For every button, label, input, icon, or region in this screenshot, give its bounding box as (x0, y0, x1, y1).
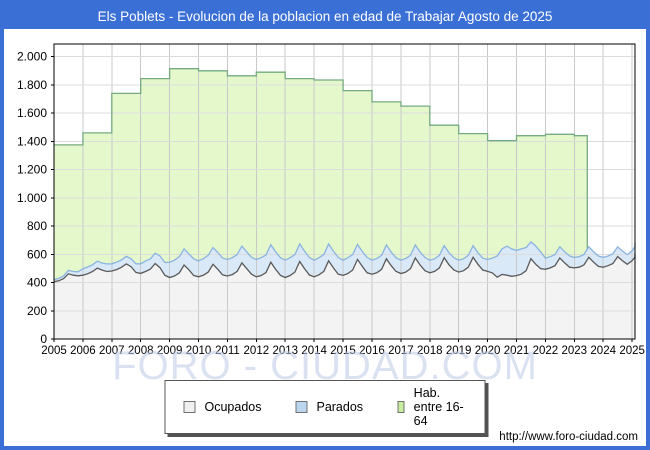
svg-text:600: 600 (27, 247, 47, 261)
svg-text:800: 800 (27, 219, 47, 233)
svg-text:2020: 2020 (475, 345, 501, 357)
svg-text:2019: 2019 (446, 345, 472, 357)
legend-item-hab-entre-16-64[interactable]: Hab. entre 16-64 (397, 386, 466, 428)
svg-text:2.000: 2.000 (17, 50, 47, 64)
svg-text:1.200: 1.200 (17, 163, 47, 177)
svg-text:400: 400 (27, 276, 47, 290)
svg-text:2014: 2014 (301, 345, 327, 357)
title-bar: Els Poblets - Evolucion de la poblacion … (4, 4, 646, 29)
legend-item-parados[interactable]: Parados (295, 400, 363, 414)
svg-text:2023: 2023 (562, 345, 588, 357)
svg-text:2017: 2017 (388, 345, 414, 357)
svg-text:1.600: 1.600 (17, 106, 47, 120)
legend-swatch (397, 401, 405, 413)
chart-legend: Ocupados Parados Hab. entre 16-64 (164, 380, 486, 434)
svg-text:2024: 2024 (590, 345, 616, 357)
svg-text:2008: 2008 (128, 345, 154, 357)
legend-swatch (183, 401, 196, 413)
svg-text:1.000: 1.000 (17, 191, 47, 205)
svg-text:2016: 2016 (359, 345, 385, 357)
legend-label: Hab. entre 16-64 (413, 386, 464, 428)
svg-text:2021: 2021 (504, 345, 530, 357)
legend-swatch (295, 401, 308, 413)
population-area-chart: 2005 2006 2007 2008 2009 2010 2011 2012 2013 2014… (17, 43, 645, 357)
svg-text:2007: 2007 (99, 345, 125, 357)
svg-text:2005: 2005 (41, 345, 67, 357)
svg-text:2018: 2018 (417, 345, 443, 357)
legend-label: Ocupados (204, 400, 262, 414)
svg-text:2013: 2013 (272, 345, 298, 357)
chart-title: Els Poblets - Evolucion de la poblacion … (97, 9, 553, 24)
legend-item-ocupados[interactable]: Ocupados (183, 400, 262, 414)
svg-text:2025: 2025 (619, 345, 645, 357)
svg-text:2011: 2011 (215, 345, 240, 357)
svg-text:1.800: 1.800 (17, 78, 47, 92)
source-url-link[interactable]: http://www.foro-ciudad.com (499, 431, 638, 443)
svg-text:2010: 2010 (186, 345, 212, 357)
svg-text:2022: 2022 (533, 345, 559, 357)
svg-text:1.400: 1.400 (17, 134, 47, 148)
svg-text:2015: 2015 (330, 345, 356, 357)
svg-text:2006: 2006 (70, 345, 96, 357)
svg-text:2009: 2009 (157, 345, 183, 357)
svg-text:2012: 2012 (244, 345, 270, 357)
svg-text:200: 200 (27, 304, 47, 318)
svg-text:0: 0 (40, 332, 47, 346)
legend-label: Parados (316, 400, 364, 414)
